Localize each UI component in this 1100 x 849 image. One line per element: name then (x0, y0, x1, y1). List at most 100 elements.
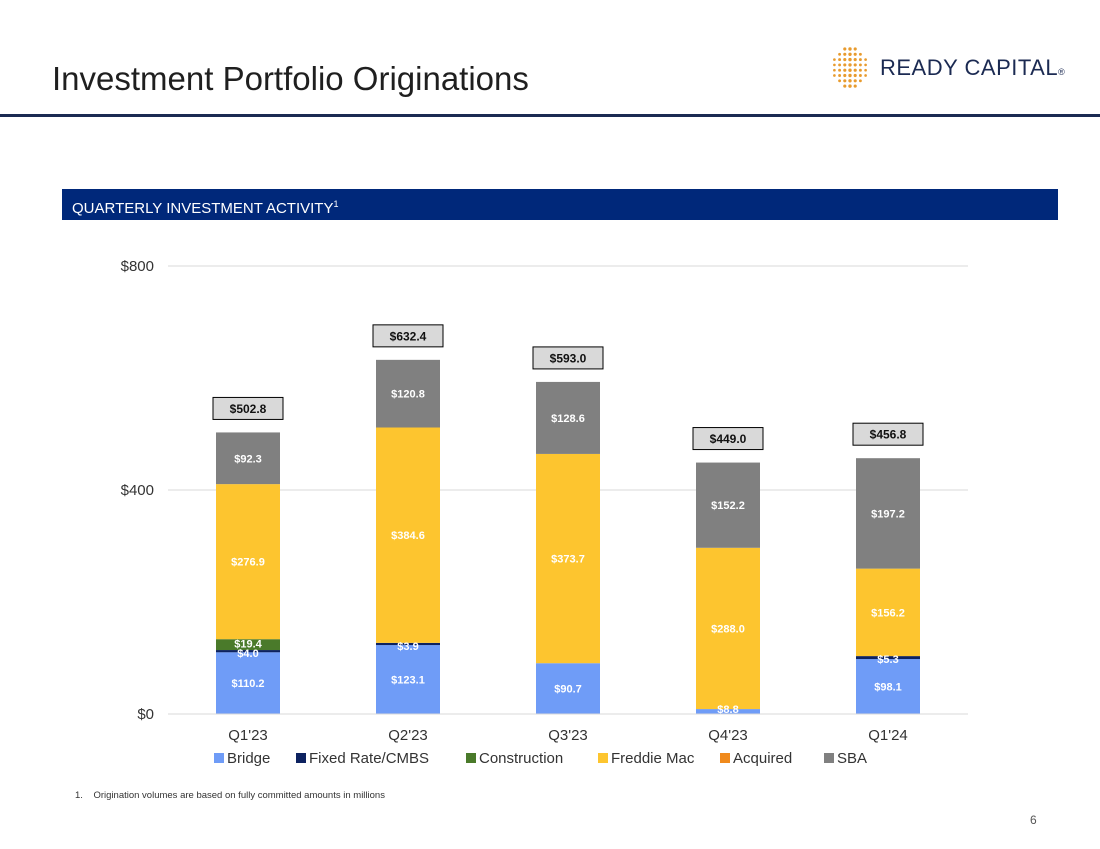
bar-segment (696, 709, 760, 714)
logo-dot (853, 58, 857, 62)
logo-dot (838, 52, 842, 56)
bar-segment (376, 359, 440, 428)
logo-dot (833, 74, 836, 77)
logo-dot (858, 74, 862, 77)
logo-dot (843, 84, 847, 88)
logo-dot (848, 73, 852, 78)
bar-segment (856, 568, 920, 657)
legend-label: SBA (837, 750, 867, 767)
page-title: Investment Portfolio Originations (52, 60, 529, 97)
logo-dot (843, 58, 847, 62)
logo-dot (843, 63, 847, 67)
logo-dot (853, 52, 857, 56)
footnote: 1. Origination volumes are based on full… (75, 790, 385, 801)
legend-swatch (466, 753, 476, 763)
logo-dot (853, 79, 857, 83)
logo-dot (864, 63, 867, 67)
data-label: $152.2 (711, 500, 745, 512)
logo-dot (858, 68, 862, 72)
logo-dot (864, 58, 867, 61)
logo-dot (858, 79, 862, 83)
page-number: 6 (1030, 813, 1037, 827)
bar-segment (376, 645, 440, 714)
bar-segment (856, 656, 920, 660)
data-label: $123.1 (391, 675, 425, 687)
logo-dot (843, 79, 847, 83)
total-label-box (692, 427, 764, 451)
data-label: $128.6 (551, 413, 585, 425)
data-label: $4.0 (237, 648, 258, 660)
logo-dot (853, 84, 857, 88)
logo-dot (838, 79, 842, 83)
y-tick-label: $0 (137, 706, 154, 723)
bar-segment (376, 642, 440, 646)
x-tick-label: Q4'23 (708, 727, 748, 744)
logo-dot (858, 63, 862, 67)
y-tick-label: $800 (121, 258, 154, 275)
data-label: $98.1 (874, 682, 902, 694)
logo-dot (853, 63, 857, 67)
legend-swatch (296, 753, 306, 763)
bar-segment (216, 652, 280, 714)
data-label: $3.9 (397, 641, 418, 653)
data-label: $92.3 (234, 453, 262, 465)
y-tick-label: $400 (121, 482, 154, 499)
bar-segment (216, 484, 280, 640)
logo-dot (838, 63, 842, 67)
bar-segment (216, 432, 280, 485)
logo-dot (833, 68, 836, 72)
logo-dot (838, 74, 842, 77)
bar-segment (856, 458, 920, 569)
data-label: $384.6 (391, 530, 425, 542)
data-label: $19.4 (234, 639, 262, 651)
logo-dot (858, 58, 862, 62)
total-label: $449.0 (710, 432, 747, 446)
company-logo: READY CAPITAL® (828, 44, 1065, 92)
legend-swatch (214, 753, 224, 763)
logo-dot (848, 47, 852, 51)
section-footnote-ref: 1 (333, 199, 339, 209)
bar-segment (856, 659, 920, 714)
data-label: $156.2 (871, 607, 905, 619)
bar-segment (536, 381, 600, 454)
data-label: $120.8 (391, 389, 425, 401)
legend-swatch (824, 753, 834, 763)
legend-label: Fixed Rate/CMBS (309, 750, 429, 767)
bar-segment (696, 462, 760, 548)
logo-dot (843, 47, 847, 51)
total-label-box (532, 346, 604, 370)
x-tick-label: Q3'23 (548, 727, 588, 744)
x-tick-label: Q2'23 (388, 727, 428, 744)
total-label: $502.8 (230, 402, 267, 416)
logo-dot (848, 84, 852, 88)
logo-dot (848, 52, 852, 56)
bar-segment (376, 427, 440, 643)
logo-dot (858, 52, 862, 56)
logo-dot (853, 68, 857, 72)
logo-dot (864, 74, 867, 77)
total-label-box (852, 422, 924, 446)
logo-wordmark: READY CAPITAL (880, 55, 1059, 80)
section-banner: QUARTERLY INVESTMENT ACTIVITY1 (62, 189, 1058, 220)
legend-label: Freddie Mac (611, 750, 695, 767)
logo-dot (843, 52, 847, 56)
data-label: $276.9 (231, 557, 265, 569)
bar-segment (536, 663, 600, 714)
total-label: $456.8 (870, 428, 907, 442)
total-label-box (212, 396, 284, 420)
legend-swatch (598, 753, 608, 763)
total-label-box (372, 324, 444, 348)
logo-dot (848, 57, 852, 62)
header-divider (0, 114, 1100, 117)
logo-dot (838, 58, 842, 62)
logo-dot (848, 79, 852, 83)
logo-dot (853, 73, 857, 78)
logo-dot (833, 63, 836, 67)
bar-segment (216, 639, 280, 651)
total-label: $632.4 (390, 329, 427, 343)
logo-dot (843, 68, 847, 72)
logo-dot (864, 68, 867, 72)
total-label: $593.0 (550, 351, 587, 365)
legend-label: Bridge (227, 750, 270, 767)
